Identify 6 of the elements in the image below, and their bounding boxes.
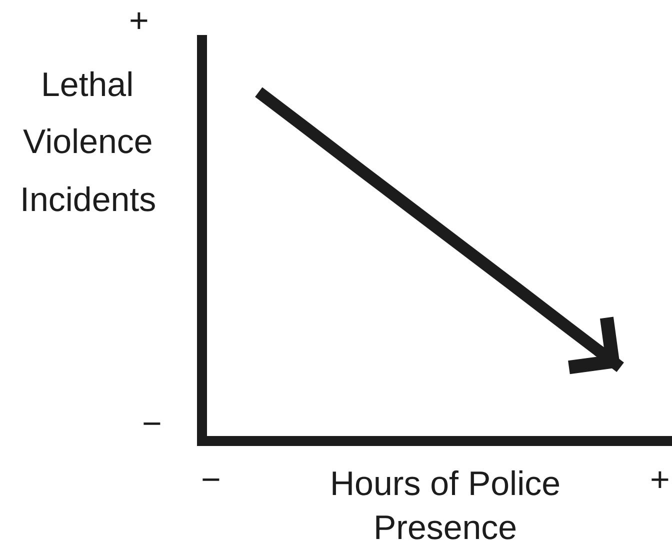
text: + — [650, 461, 670, 499]
text: + — [129, 2, 149, 40]
y-axis-title: Lethal Violence Incidents — [20, 66, 156, 219]
x-axis-title: Hours of Police Presence — [330, 465, 561, 543]
text: − — [142, 405, 162, 443]
text: − — [201, 461, 221, 499]
